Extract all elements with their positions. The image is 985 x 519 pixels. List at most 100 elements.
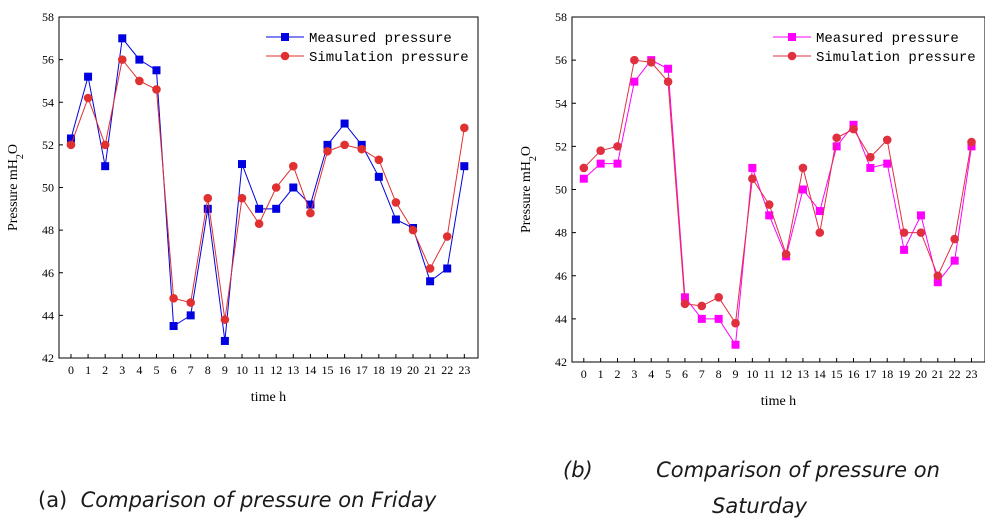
data-point-square: [950, 256, 959, 265]
data-point-circle: [849, 124, 858, 134]
data-point-square: [664, 64, 673, 73]
x-tick-label: 6: [171, 363, 177, 377]
data-point-square: [135, 55, 144, 64]
x-tick-label: 12: [270, 363, 282, 377]
caption-a: (a) Comparison of pressure on Friday: [38, 488, 436, 512]
y-tick-label: 48: [555, 226, 567, 240]
data-point-circle: [899, 228, 909, 237]
x-tick-label: 1: [598, 367, 604, 381]
data-point-circle: [697, 301, 707, 311]
caption-a-label: (a): [38, 488, 68, 512]
x-tick-label: 15: [831, 367, 843, 381]
y-tick-label: 54: [555, 96, 567, 110]
data-point-square: [748, 163, 757, 172]
data-point-circle: [613, 142, 622, 151]
x-tick-label: 5: [153, 363, 159, 377]
data-point-circle: [306, 208, 315, 218]
data-point-square: [883, 159, 892, 168]
data-point-square: [443, 264, 452, 273]
data-point-square: [579, 174, 588, 183]
data-point-square: [630, 77, 639, 86]
data-point-square: [186, 311, 195, 320]
data-point-square: [272, 204, 281, 213]
data-point-circle: [663, 77, 673, 86]
x-tick-label: 8: [716, 367, 722, 381]
data-point-square: [374, 172, 383, 181]
data-point-circle: [254, 219, 264, 229]
legend-marker-square: [281, 33, 289, 41]
data-point-square: [596, 159, 605, 168]
data-point-circle: [66, 140, 76, 150]
data-point-circle: [203, 193, 213, 203]
x-tick-label: 4: [136, 363, 142, 377]
data-point-square: [933, 278, 942, 287]
data-point-square: [798, 185, 807, 194]
data-point-circle: [882, 135, 892, 145]
x-tick-label: 10: [236, 363, 248, 377]
y-tick-label: 46: [555, 269, 567, 283]
data-point-circle: [100, 140, 110, 150]
data-point-square: [460, 162, 469, 171]
x-tick-label: 18: [881, 367, 893, 381]
series-measured: [66, 34, 469, 345]
data-point-circle: [169, 294, 178, 303]
data-point-square: [391, 215, 400, 224]
data-point-square: [323, 140, 332, 149]
data-point-circle: [442, 232, 452, 241]
legend-label: Simulation pressure: [816, 50, 976, 66]
data-point-square: [426, 277, 435, 286]
y-tick-label: 52: [42, 138, 54, 152]
data-point-square: [731, 340, 740, 349]
data-point-circle: [135, 76, 144, 86]
x-tick-label: 9: [733, 367, 739, 381]
x-tick-label: 11: [763, 367, 775, 381]
data-point-square: [697, 314, 706, 323]
data-point-square: [220, 336, 229, 345]
y-tick-label: 50: [555, 183, 567, 197]
data-point-circle: [967, 137, 976, 147]
x-tick-label: 7: [188, 363, 194, 377]
data-point-circle: [237, 193, 247, 203]
data-point-circle: [152, 85, 161, 94]
data-point-square: [101, 162, 110, 171]
series-line: [583, 59, 973, 347]
x-tick-label: 17: [356, 363, 368, 377]
x-tick-label: 9: [222, 363, 228, 377]
series-simulation: [66, 55, 469, 324]
x-tick-label: 3: [119, 363, 125, 377]
data-point-circle: [425, 264, 435, 273]
y-tick-label: 50: [42, 181, 54, 195]
y-tick-label: 42: [555, 355, 567, 369]
data-point-circle: [798, 163, 808, 173]
x-tick-label: 8: [205, 363, 211, 377]
x-tick-label: 11: [253, 363, 265, 377]
series-line: [70, 37, 465, 342]
data-point-square: [714, 314, 723, 323]
legend-marker-circle: [787, 51, 797, 61]
caption-b-label: (b): [563, 458, 593, 482]
data-point-square: [866, 163, 875, 172]
x-tick-label: 14: [304, 363, 316, 377]
data-point-circle: [186, 298, 195, 307]
caption-b-text-line2: Saturday: [712, 494, 808, 518]
data-point-circle: [916, 228, 926, 237]
y-tick-label: 58: [555, 10, 567, 24]
data-point-circle: [460, 123, 469, 133]
x-tick-label: 2: [615, 367, 621, 381]
data-point-circle: [832, 133, 841, 143]
x-tick-label: 4: [648, 367, 654, 381]
data-point-circle: [764, 200, 774, 209]
x-axis-label: time h: [251, 390, 286, 405]
data-point-circle: [408, 225, 418, 235]
data-point-square: [237, 160, 246, 169]
data-point-circle: [579, 163, 589, 173]
series-simulation: [579, 55, 976, 328]
x-tick-label: 15: [322, 363, 334, 377]
data-point-square: [900, 245, 909, 254]
data-point-square: [340, 119, 349, 128]
legend-marker-circle: [280, 51, 290, 61]
x-tick-label: 21: [424, 363, 436, 377]
data-point-circle: [596, 146, 605, 155]
y-tick-label: 56: [555, 53, 567, 67]
